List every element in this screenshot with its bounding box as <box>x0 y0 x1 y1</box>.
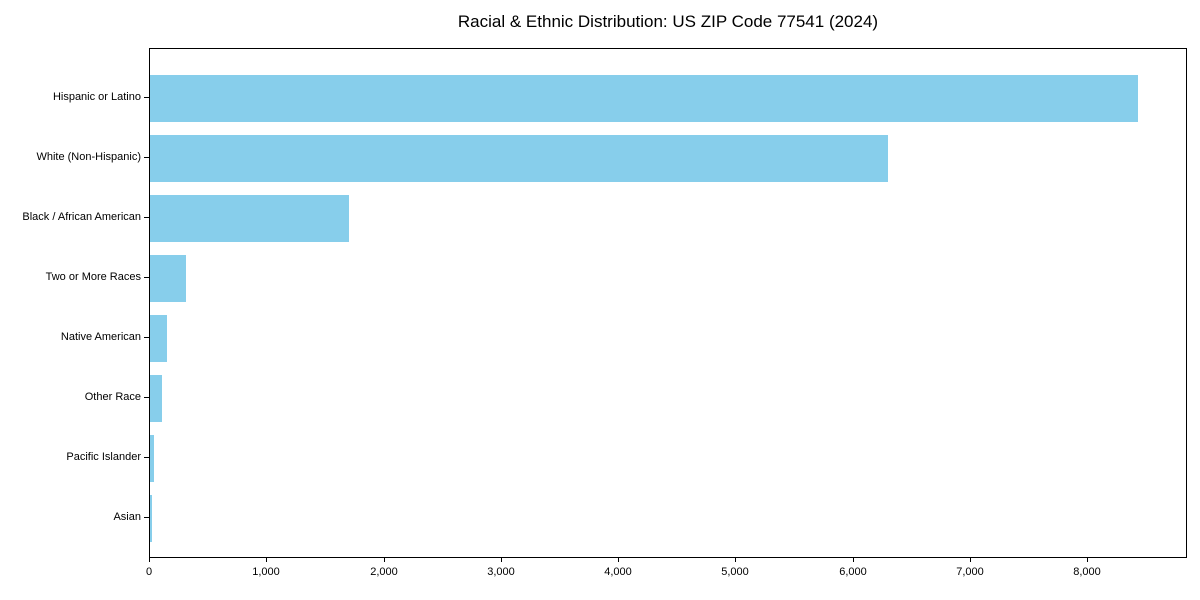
x-tick-mark <box>149 558 150 562</box>
x-tick-mark <box>618 558 619 562</box>
x-tick-label-2000: 2,000 <box>370 566 398 578</box>
y-tick-mark <box>144 97 149 98</box>
y-tick-label-asian: Asian <box>113 511 141 523</box>
plot-area <box>149 48 1187 558</box>
y-tick-label-other-race: Other Race <box>84 391 141 403</box>
y-tick-label-two-or-more-races: Two or More Races <box>45 271 141 283</box>
y-tick-mark <box>144 157 149 158</box>
x-tick-label-7000: 7,000 <box>956 566 984 578</box>
y-tick-label-pacific-islander: Pacific Islander <box>66 451 141 463</box>
bar-white-non-hispanic <box>150 134 888 182</box>
bar-black-african-american <box>150 194 349 242</box>
x-tick-label-6000: 6,000 <box>839 566 867 578</box>
y-tick-label-white-non-hispanic: White (Non-Hispanic) <box>36 151 141 163</box>
x-tick-mark <box>266 558 267 562</box>
x-tick-label-8000: 8,000 <box>1073 566 1101 578</box>
y-tick-label-native-american: Native American <box>60 331 141 343</box>
bar-native-american <box>150 314 167 362</box>
chart-title: Racial & Ethnic Distribution: US ZIP Cod… <box>457 12 879 31</box>
y-tick-mark <box>144 397 149 398</box>
x-tick-label-3000: 3,000 <box>487 566 515 578</box>
y-tick-label-black-african-american: Black / African American <box>22 211 141 223</box>
x-tick-label-0: 0 <box>145 566 153 578</box>
x-tick-mark <box>970 558 971 562</box>
x-tick-mark <box>384 558 385 562</box>
x-tick-label-4000: 4,000 <box>604 566 632 578</box>
x-tick-mark <box>501 558 502 562</box>
x-tick-mark <box>1087 558 1088 562</box>
x-tick-mark <box>735 558 736 562</box>
bar-pacific-islander <box>150 434 154 482</box>
bar-hispanic-or-latino <box>150 74 1138 122</box>
bar-two-or-more-races <box>150 254 186 302</box>
y-tick-label-hispanic-or-latino: Hispanic or Latino <box>52 91 141 103</box>
bar-other-race <box>150 374 162 422</box>
y-tick-mark <box>144 217 149 218</box>
y-tick-mark <box>144 517 149 518</box>
y-tick-mark <box>144 457 149 458</box>
x-tick-label-1000: 1,000 <box>252 566 280 578</box>
bar-asian <box>150 494 152 542</box>
y-tick-mark <box>144 277 149 278</box>
y-tick-mark <box>144 337 149 338</box>
x-tick-mark <box>853 558 854 562</box>
x-tick-label-5000: 5,000 <box>721 566 749 578</box>
